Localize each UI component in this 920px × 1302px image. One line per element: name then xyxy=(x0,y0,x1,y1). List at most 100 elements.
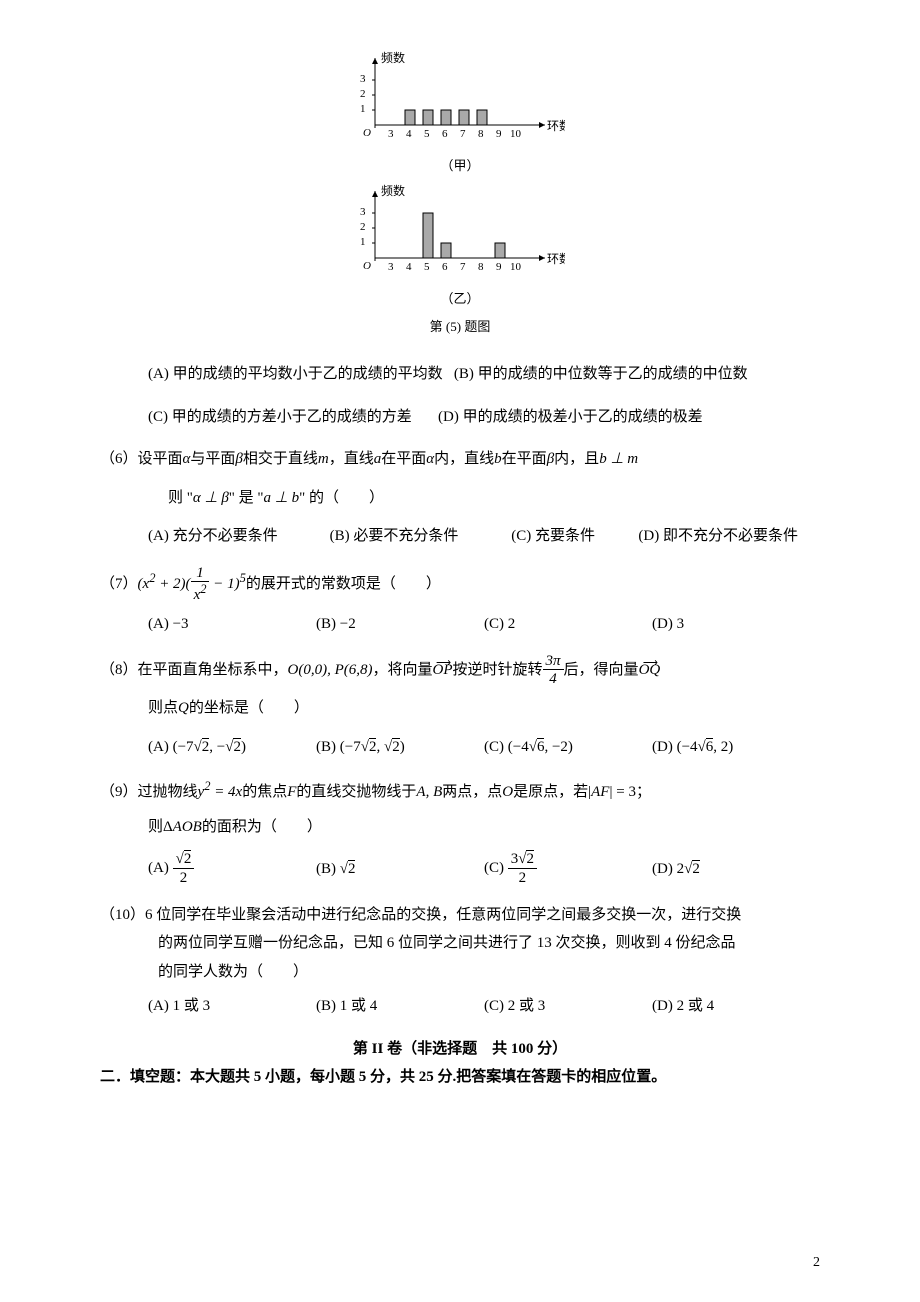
q10b: 1 或 4 xyxy=(340,998,378,1014)
figure-stack: 频数 环数 3 2 1 O 3456 78910 （甲） 频数 xyxy=(355,50,565,340)
AB: A, B xyxy=(416,784,442,800)
t: 按逆时针旋转 xyxy=(453,662,543,678)
q8d: (−4√6, 2) xyxy=(677,738,734,755)
l: (A) xyxy=(148,860,169,876)
t: 内，且 xyxy=(554,451,599,467)
t: 的坐标是（ ） xyxy=(189,700,309,716)
eq: = 4x xyxy=(210,784,242,800)
q10: （10）6 位同学在毕业聚会活动中进行纪念品的交换，任意两位同学之间最多交换一次… xyxy=(100,901,820,1021)
l: (A) xyxy=(148,998,169,1014)
t: （9）过抛物线 xyxy=(100,784,198,800)
opt-label: (C) xyxy=(148,409,168,425)
t: 后，得向量 xyxy=(564,662,639,678)
d: 2 xyxy=(508,869,537,887)
Q: Q xyxy=(178,700,189,716)
t: ，直线 xyxy=(329,451,374,467)
svg-text:10: 10 xyxy=(510,128,522,140)
cond2: a ⊥ b xyxy=(264,490,300,506)
l: (D) xyxy=(638,528,659,544)
svg-text:1: 1 xyxy=(360,236,366,248)
l: (C) xyxy=(484,860,504,876)
q6b: 必要不充分条件 xyxy=(353,528,458,544)
q6c: 充要条件 xyxy=(535,528,595,544)
t: 则点 xyxy=(148,700,178,716)
t: （7） xyxy=(100,576,138,592)
q5-options: (A) 甲的成绩的平均数小于乙的成绩的平均数 (B) 甲的成绩的中位数等于乙的成… xyxy=(100,360,820,431)
q7a: −3 xyxy=(173,616,189,632)
l: (B) xyxy=(316,616,336,632)
q5-opt-b: 甲的成绩的中位数等于乙的成绩的中位数 xyxy=(478,366,748,382)
l: (C) xyxy=(484,739,504,755)
svg-text:6: 6 xyxy=(442,261,448,273)
q8a: (−7√2, −√2) xyxy=(173,738,246,755)
svg-text:O: O xyxy=(363,127,371,139)
eq3: = 3 xyxy=(612,784,635,800)
l: (D) xyxy=(652,739,673,755)
svg-text:频数: 频数 xyxy=(381,183,405,198)
caption-main: 第 (5) 题图 xyxy=(430,315,491,340)
svg-text:1: 1 xyxy=(360,103,366,115)
t: （8）在平面直角坐标系中， xyxy=(100,662,288,678)
t: （6）设平面 xyxy=(100,451,183,467)
t: 的同学人数为（ ） xyxy=(100,958,820,987)
t: ； xyxy=(636,784,651,800)
l: (B) xyxy=(316,861,336,877)
l: (B) xyxy=(316,739,336,755)
svg-text:3: 3 xyxy=(388,128,394,140)
t: 与平面 xyxy=(190,451,235,467)
q8b: (−7√2, √2) xyxy=(340,738,405,755)
b: b xyxy=(494,451,502,467)
den: 4 xyxy=(543,670,564,688)
t: 内，直线 xyxy=(434,451,494,467)
q5-opt-a: 甲的成绩的平均数小于乙的成绩的平均数 xyxy=(173,366,443,382)
svg-text:4: 4 xyxy=(406,128,412,140)
sup: 2 xyxy=(149,571,155,585)
svg-text:环数: 环数 xyxy=(547,251,565,266)
t: 则 " xyxy=(168,490,193,506)
q5-opt-c: 甲的成绩的方差小于乙的成绩的方差 xyxy=(172,409,412,425)
q10c: 2 或 3 xyxy=(508,998,546,1014)
l: (D) xyxy=(652,861,673,877)
t: 的展开式的常数项是（ ） xyxy=(246,576,441,592)
svg-text:7: 7 xyxy=(460,261,466,273)
sup: 2 xyxy=(200,582,206,596)
q7d: 3 xyxy=(677,616,685,632)
q6: （6）设平面α与平面β相交于直线m，直线a在平面α内，直线b在平面β内，且b ⊥… xyxy=(100,445,820,551)
pts: O(0,0), P(6,8) xyxy=(288,662,373,678)
t: 是原点，若 xyxy=(513,784,588,800)
q7: （7）(x2 + 2)(1x2 − 1)5的展开式的常数项是（ ） (A) −3… xyxy=(100,565,820,639)
figure-q5: 频数 环数 3 2 1 O 3456 78910 （甲） 频数 xyxy=(100,50,820,340)
histogram-top: 频数 环数 3 2 1 O 3456 78910 xyxy=(355,50,565,150)
t: 则 xyxy=(148,819,163,835)
t: 的焦点 xyxy=(242,784,287,800)
num: 1 xyxy=(191,565,210,583)
opt-label: (D) xyxy=(438,409,459,425)
t: 的面积为（ ） xyxy=(202,819,322,835)
t: 在平面 xyxy=(381,451,426,467)
svg-text:9: 9 xyxy=(496,261,502,273)
cond1: α ⊥ β xyxy=(193,490,229,506)
svg-text:2: 2 xyxy=(360,88,366,100)
l: (D) xyxy=(652,616,673,632)
svg-text:3: 3 xyxy=(360,73,366,85)
q7c: 2 xyxy=(508,616,516,632)
svg-text:2: 2 xyxy=(360,221,366,233)
q6a: 充分不必要条件 xyxy=(173,528,278,544)
svg-text:8: 8 xyxy=(478,128,484,140)
svg-text:5: 5 xyxy=(424,261,430,273)
section2-title: 二．填空题：本大题共 5 小题，每小题 5 分，共 25 分.把答案填在答题卡的… xyxy=(100,1063,820,1092)
svg-text:5: 5 xyxy=(424,128,430,140)
l: (C) xyxy=(511,528,531,544)
q8: （8）在平面直角坐标系中，O(0,0), P(6,8)，将向量⟶OP按逆时针旋转… xyxy=(100,653,820,762)
l: (A) xyxy=(148,739,169,755)
histogram-bottom: 频数 环数 3 2 1 O 3456 78910 xyxy=(355,183,565,283)
q5-opt-d: 甲的成绩的极差小于乙的成绩的极差 xyxy=(463,409,703,425)
l: (C) xyxy=(484,616,504,632)
l: (A) xyxy=(148,616,169,632)
l: (D) xyxy=(652,998,673,1014)
opt-label: (A) xyxy=(148,366,169,382)
svg-text:3: 3 xyxy=(360,206,366,218)
q7b: −2 xyxy=(340,616,356,632)
num: 3π xyxy=(543,653,564,671)
t: " 是 " xyxy=(229,490,264,506)
